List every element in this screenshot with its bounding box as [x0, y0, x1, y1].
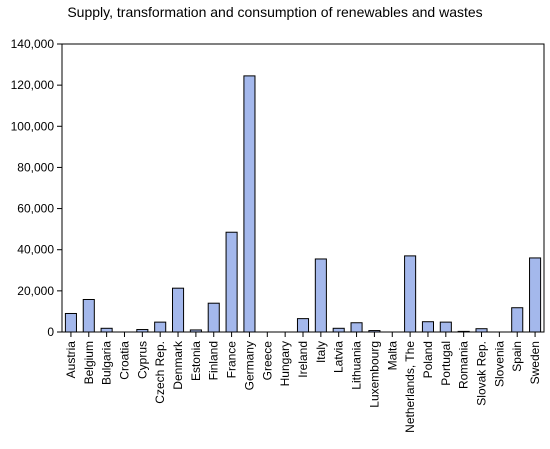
- x-tick-label: Bulgaria: [100, 341, 114, 385]
- x-tick-label: Germany: [242, 341, 256, 390]
- bar: [332, 327, 345, 333]
- y-tick-label: 80,000: [17, 160, 54, 174]
- bar: [314, 258, 327, 333]
- x-tick-label: Croatia: [117, 341, 131, 380]
- bar: [243, 75, 256, 333]
- x-tick-label: Hungary: [278, 341, 292, 386]
- x-tick-label: Spain: [510, 341, 524, 372]
- x-tick-label: Denmark: [171, 340, 185, 390]
- y-tick-label: 40,000: [17, 243, 54, 257]
- x-tick-label: Italy: [314, 341, 328, 363]
- bar: [100, 327, 113, 333]
- x-tick-label: Portugal: [439, 341, 453, 386]
- y-tick-label: 0: [47, 325, 54, 339]
- x-tick-label: France: [225, 341, 239, 379]
- y-tick-label: 100,000: [11, 119, 55, 133]
- x-tick-label: Malta: [385, 341, 399, 371]
- x-axis: Austria Belgium Bulgaria Croatia Cyprus Czech…: [64, 332, 542, 433]
- bars-layer: [64, 75, 542, 333]
- x-tick-label: Slovenia: [492, 341, 506, 387]
- x-tick-label: Ireland: [296, 341, 310, 378]
- y-axis: 0 20,000 40,000 60,000 80,000 100,000 120,000 1…: [11, 37, 62, 339]
- plot-frame: [61, 43, 545, 333]
- x-tick-label: Sweden: [528, 341, 542, 384]
- bar: [350, 322, 363, 333]
- bar: [296, 318, 310, 333]
- x-tick-label: Cyprus: [135, 341, 149, 379]
- x-tick-label: Luxembourg: [367, 341, 381, 408]
- bar: [421, 321, 434, 333]
- bar: [404, 255, 417, 333]
- bar: [511, 307, 524, 333]
- y-tick-label: 120,000: [11, 78, 55, 92]
- y-tick-label: 20,000: [17, 284, 54, 298]
- bar: [82, 298, 95, 333]
- chart-title: Supply, transformation and consumption o…: [67, 4, 483, 20]
- x-tick-label: Belgium: [82, 341, 96, 384]
- x-tick-label: Poland: [421, 341, 435, 378]
- x-tick-label: Estonia: [189, 341, 203, 381]
- x-tick-label: Greece: [260, 341, 274, 381]
- bar: [64, 312, 77, 333]
- bar: [154, 321, 167, 333]
- bar: [529, 257, 542, 333]
- x-tick-label: Latvia: [332, 341, 346, 373]
- bar: [207, 302, 220, 333]
- x-tick-label: Slovak Rep.: [475, 341, 489, 406]
- y-tick-label: 140,000: [11, 37, 55, 51]
- x-tick-label: Netherlands, The: [403, 341, 417, 433]
- y-tick-label: 60,000: [17, 202, 54, 216]
- x-tick-label: Czech Rep.: [153, 341, 167, 404]
- x-tick-label: Austria: [64, 341, 78, 379]
- x-tick-label: Lithuania: [350, 341, 364, 390]
- x-tick-label: Finland: [207, 341, 221, 380]
- bar: [439, 321, 452, 333]
- bar: [225, 231, 238, 333]
- bar: [172, 287, 185, 333]
- x-tick-label: Romania: [457, 341, 471, 389]
